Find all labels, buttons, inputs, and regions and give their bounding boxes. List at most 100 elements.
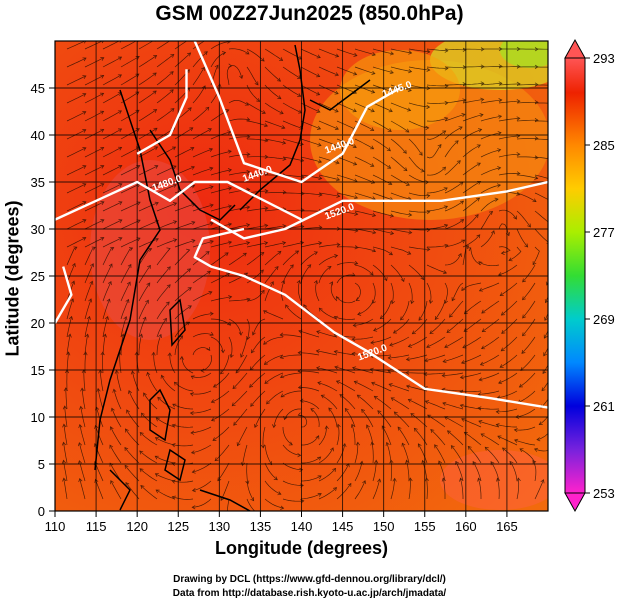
streamline-arrowhead <box>442 270 448 275</box>
streamline <box>372 66 394 74</box>
streamline-arrowhead <box>246 169 251 175</box>
streamline <box>97 388 104 410</box>
streamline <box>147 372 158 392</box>
colorbar-tick-label: 293 <box>593 51 615 66</box>
streamline-arrowhead <box>497 166 502 171</box>
streamline <box>318 102 339 113</box>
streamline-arrowhead <box>100 351 105 356</box>
streamline-arrowhead <box>390 397 395 402</box>
streamline-arrowhead <box>206 346 211 351</box>
streamline <box>156 301 170 320</box>
streamline <box>460 372 482 378</box>
streamline-arrowhead <box>279 57 284 61</box>
streamline-arrowhead <box>210 417 216 422</box>
streamline-arrowhead <box>387 355 392 360</box>
streamline-arrowhead <box>405 182 411 186</box>
colorbar: 293 285 277 269 261 253 <box>564 38 615 513</box>
streamline-arrowhead <box>545 281 548 286</box>
streamline <box>390 264 405 282</box>
streamline-arrowhead <box>324 425 329 430</box>
streamline <box>390 246 411 255</box>
streamline-arrowhead <box>73 246 78 251</box>
streamline-arrowhead <box>256 512 260 515</box>
streamline <box>120 128 140 140</box>
streamline-arrowhead <box>459 477 464 482</box>
streamline <box>390 66 412 72</box>
streamline-arrowhead <box>388 383 393 388</box>
streamline <box>498 100 520 104</box>
streamline <box>498 209 517 220</box>
streamline-arrowhead <box>100 165 105 169</box>
streamline-arrowhead <box>232 385 237 390</box>
streamline <box>300 120 321 130</box>
streamline <box>285 304 302 320</box>
streamline <box>232 372 248 389</box>
streamline <box>390 138 407 154</box>
streamline <box>300 192 322 196</box>
streamline <box>226 65 232 86</box>
streamline-arrowhead <box>191 488 196 493</box>
streamline <box>478 407 500 410</box>
streamline-arrowhead <box>220 370 224 375</box>
streamline <box>138 282 151 302</box>
streamline-arrowhead <box>246 223 251 228</box>
streamline <box>460 478 464 499</box>
streamline-arrowhead <box>497 435 502 440</box>
streamline <box>336 380 356 392</box>
streamline-arrowhead <box>330 447 334 452</box>
streamline-arrowhead <box>259 269 264 274</box>
streamline <box>400 300 410 321</box>
streamline-arrowhead <box>165 301 170 306</box>
streamline <box>192 51 208 68</box>
streamline <box>264 266 279 284</box>
streamline-arrowhead <box>543 334 548 339</box>
streamline-arrowhead <box>172 165 177 170</box>
streamline-arrowhead <box>224 252 229 257</box>
streamline-arrowhead <box>152 72 157 77</box>
streamline-arrowhead <box>260 251 265 256</box>
streamline <box>138 334 143 355</box>
streamline-arrowhead <box>179 335 184 340</box>
streamline <box>66 111 86 122</box>
streamline-arrowhead <box>282 140 287 145</box>
streamline-arrowhead <box>281 279 285 285</box>
streamline-arrowhead <box>370 163 375 167</box>
streamline-arrowhead <box>170 53 175 58</box>
streamline-arrowhead <box>250 497 255 502</box>
streamline <box>283 192 305 195</box>
streamline <box>156 220 177 230</box>
streamline-arrowhead <box>154 473 159 477</box>
streamline <box>515 408 536 418</box>
streamline <box>298 280 302 302</box>
streamline <box>541 381 548 392</box>
streamline-arrowhead <box>299 467 304 472</box>
streamline <box>484 446 500 464</box>
streamline-arrowhead <box>209 221 214 226</box>
streamline <box>408 138 423 156</box>
streamline <box>336 210 358 215</box>
streamline-arrowhead <box>282 224 287 229</box>
streamline <box>354 228 376 234</box>
streamline <box>522 300 536 319</box>
streamline-arrowhead <box>495 423 500 428</box>
streamline <box>110 480 122 500</box>
streamline <box>300 493 322 500</box>
streamline-arrowhead <box>186 248 191 253</box>
streamline-arrowhead <box>418 316 423 321</box>
streamline <box>66 298 74 320</box>
streamline <box>370 336 392 344</box>
streamline-arrowhead <box>279 354 284 359</box>
streamline <box>120 316 127 338</box>
streamline <box>499 354 518 368</box>
y-tick-label: 0 <box>38 504 45 519</box>
streamline-arrowhead <box>277 491 282 496</box>
streamline-arrowhead <box>462 344 467 349</box>
streamline-arrowhead <box>516 152 521 157</box>
streamline-arrowhead <box>108 263 113 268</box>
streamline <box>210 241 232 248</box>
streamline <box>514 439 536 446</box>
streamline-arrowhead <box>553 83 556 87</box>
streamline <box>192 251 210 266</box>
streamline-arrowhead <box>508 257 513 262</box>
streamline-arrowhead <box>408 50 413 55</box>
